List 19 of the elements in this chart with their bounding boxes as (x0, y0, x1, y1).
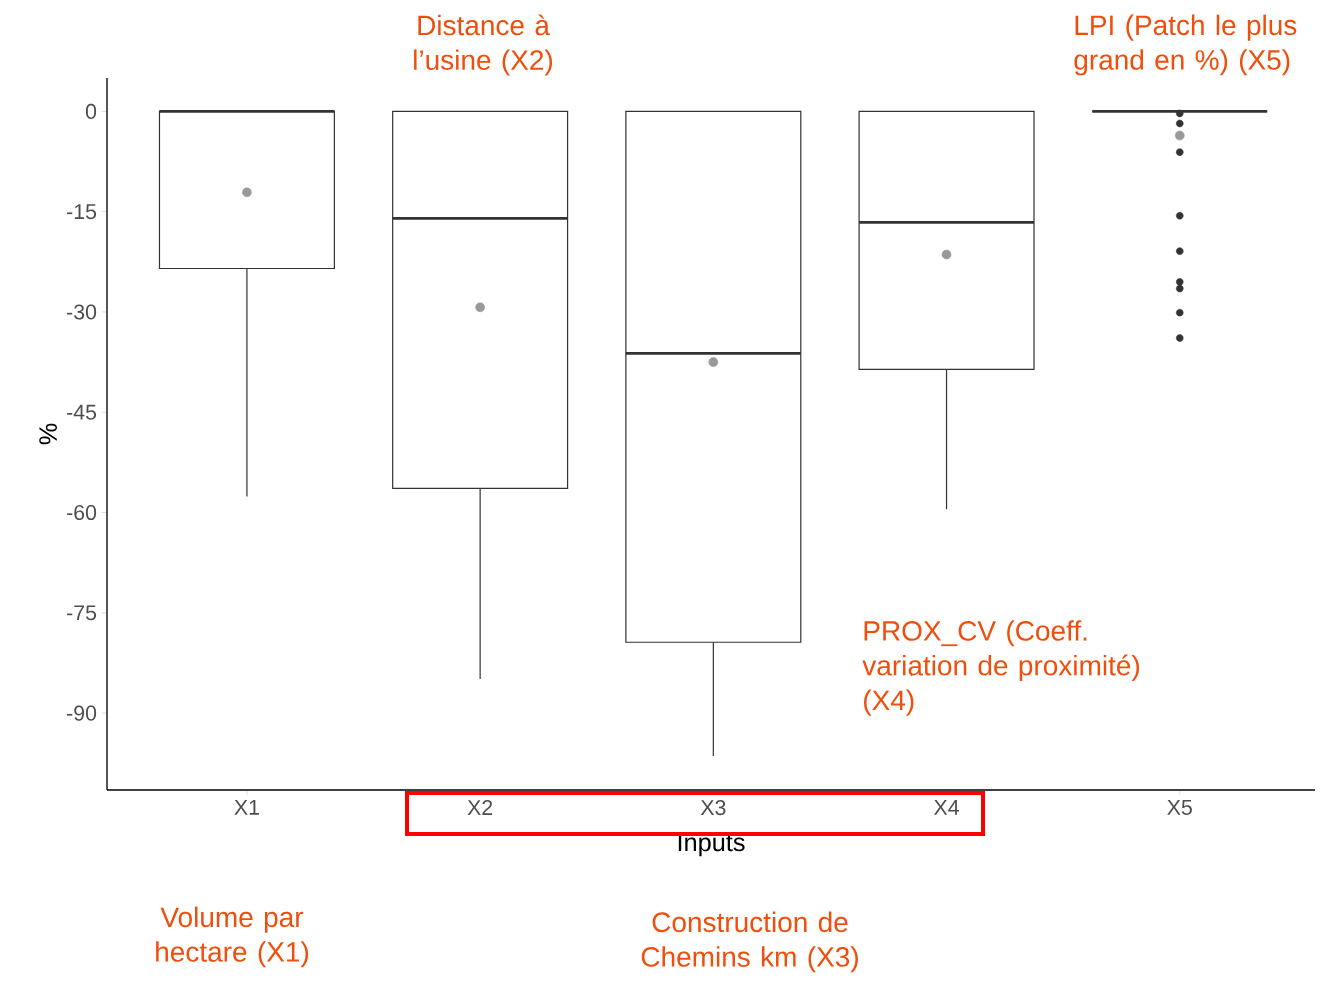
x-tick-label: X3 (700, 800, 726, 816)
x-tick-label: X2 (467, 800, 493, 815)
annotation: PROX_CV (Coeff. variation de proximité) (X4) (862, 620, 1140, 716)
y-axis-title: % (39, 423, 57, 445)
text: Distance à l’usine (X2) (414, 14, 553, 76)
text: Volume par hectare (X1) (156, 906, 309, 968)
x-tick-label: X4 (933, 800, 959, 815)
y-tick-label: -75 (67, 605, 97, 621)
text: LPI (Patch le plus grand en %) (X5) (1074, 14, 1297, 76)
y-tick-label: -45 (67, 404, 97, 420)
y-tick-label: -30 (67, 304, 97, 320)
text: Construction de Chemins km (X3) (641, 911, 858, 973)
y-tick-label: -15 (67, 204, 97, 220)
y-tick-label: 0 (85, 103, 97, 119)
x-tick-label: X5 (1167, 800, 1192, 815)
y-tick-label: -60 (67, 505, 97, 521)
y-tick-label: -90 (67, 705, 97, 721)
x-axis-title: Inputs (678, 833, 745, 857)
x-tick-label: X1 (234, 800, 259, 815)
